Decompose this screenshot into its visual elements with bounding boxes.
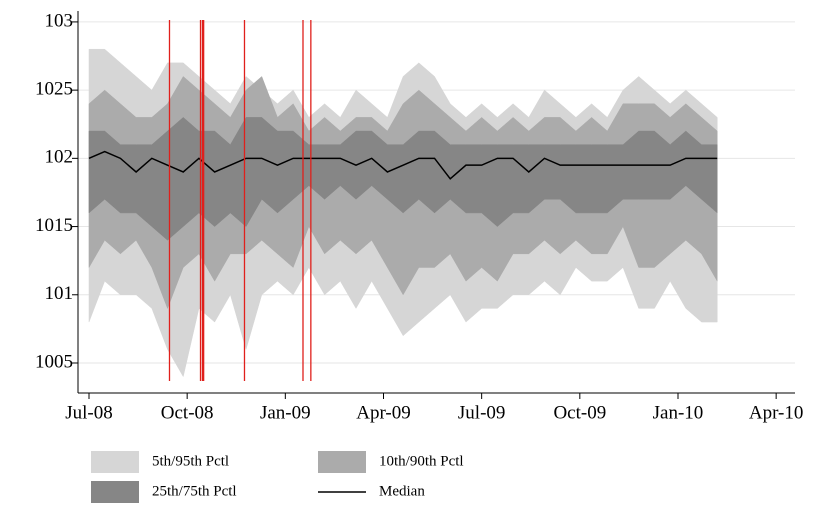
legend-label: 25th/75th Pctl <box>152 483 237 499</box>
legend-swatch <box>318 451 366 473</box>
median-line <box>88 150 718 180</box>
x-tick-label: Jan-10 <box>653 402 704 423</box>
x-tick-label: Apr-10 <box>749 402 804 423</box>
x-tick-label: Jan-09 <box>260 402 311 423</box>
y-tick-label: 1025 <box>35 78 73 99</box>
y-tick-label: 103 <box>45 10 74 31</box>
percentile-band <box>88 117 718 241</box>
legend-swatch <box>91 481 139 503</box>
x-tick-label: Jul-09 <box>458 402 506 423</box>
x-tick-label: Apr-09 <box>356 402 411 423</box>
x-tick-label: Oct-09 <box>553 402 606 423</box>
y-tick-label: 1015 <box>35 215 73 236</box>
y-tick-label: 1005 <box>35 351 73 372</box>
legend-label: 10th/90th Pctl <box>379 453 464 469</box>
x-tick-label: Oct-08 <box>161 402 214 423</box>
legend-swatch <box>91 451 139 473</box>
x-tick-label: Jul-08 <box>65 402 113 423</box>
legend-label: 5th/95th Pctl <box>152 453 229 469</box>
y-tick-label: 101 <box>45 283 74 304</box>
legend-label: Median <box>379 483 425 499</box>
y-tick-label: 102 <box>45 147 74 168</box>
